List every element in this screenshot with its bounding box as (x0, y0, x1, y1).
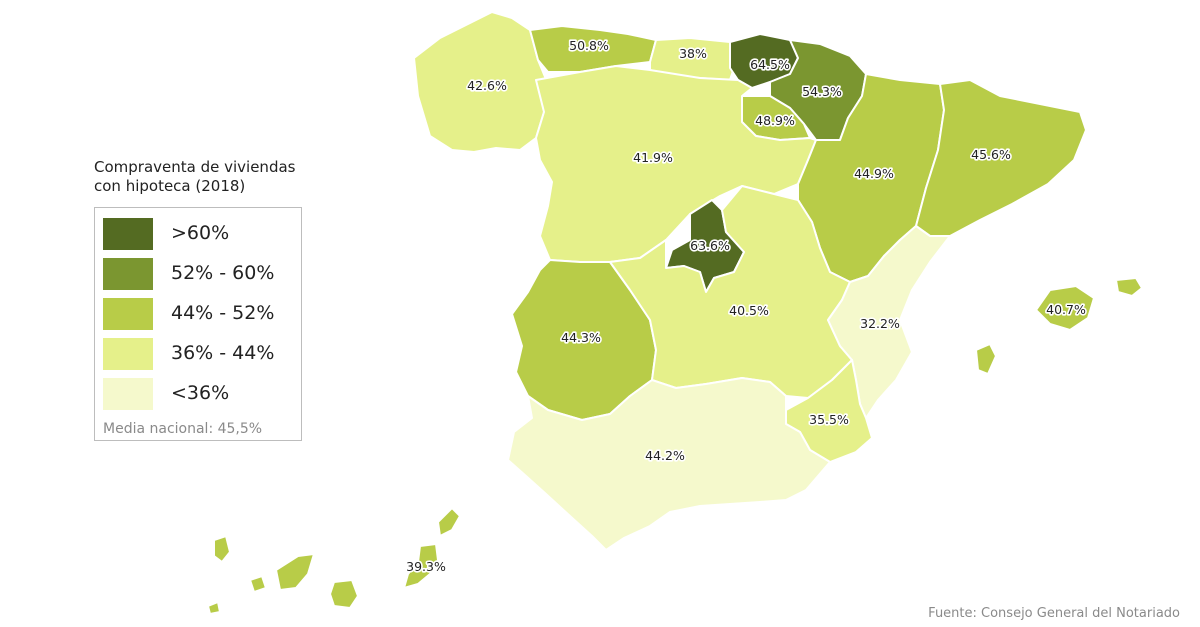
label-asturias: 50.8% (569, 38, 609, 53)
legend-swatch (103, 338, 153, 370)
label-aragon: 44.9% (854, 166, 894, 181)
region-islas-baleares (975, 277, 1143, 375)
label-navarra: 54.3% (802, 84, 842, 99)
label-galicia: 42.6% (467, 78, 507, 93)
label-canarias: 39.3% (406, 559, 446, 574)
legend-label: >60% (171, 222, 230, 244)
label-castilla-la-mancha: 40.5% (729, 303, 769, 318)
label-islas-baleares: 40.7% (1046, 302, 1086, 317)
label-murcia: 35.5% (809, 412, 849, 427)
legend-title-line1: Compraventa de viviendas (94, 158, 296, 176)
legend-item: >60% (103, 218, 299, 250)
region-cataluna (915, 79, 1087, 237)
region-canarias (207, 507, 461, 615)
region-comunidad-valenciana (827, 225, 951, 419)
label-la-rioja: 48.9% (755, 113, 795, 128)
legend-label: 44% - 52% (171, 302, 275, 324)
label-castilla-y-leon: 41.9% (633, 150, 673, 165)
label-madrid: 63.6% (690, 238, 730, 253)
label-cantabria: 38% (679, 46, 707, 61)
region-andalucia (507, 377, 831, 551)
label-andalucia: 44.2% (645, 448, 685, 463)
legend-swatch (103, 298, 153, 330)
label-cataluna: 45.6% (971, 147, 1011, 162)
label-extremadura: 44.3% (561, 330, 601, 345)
label-comunidad-valenciana: 32.2% (860, 316, 900, 331)
label-pais-vasco: 64.5% (750, 57, 790, 72)
source-credit: Fuente: Consejo General del Notariado (928, 606, 1180, 621)
legend-item: 44% - 52% (103, 298, 299, 330)
legend: >60% 52% - 60% 44% - 52% 36% - 44% <36% … (94, 207, 302, 441)
legend-item: 36% - 44% (103, 338, 299, 370)
legend-title: Compraventa de viviendas con hipoteca (2… (94, 158, 334, 196)
legend-item: 52% - 60% (103, 258, 299, 290)
legend-swatch (103, 258, 153, 290)
legend-title-line2: con hipoteca (2018) (94, 177, 246, 195)
legend-label: 36% - 44% (171, 342, 275, 364)
legend-swatch (103, 378, 153, 410)
legend-swatch (103, 218, 153, 250)
legend-item: <36% (103, 378, 299, 410)
legend-label: 52% - 60% (171, 262, 275, 284)
legend-national-average: Media nacional: 45,5% (103, 421, 263, 437)
legend-label: <36% (171, 382, 230, 404)
